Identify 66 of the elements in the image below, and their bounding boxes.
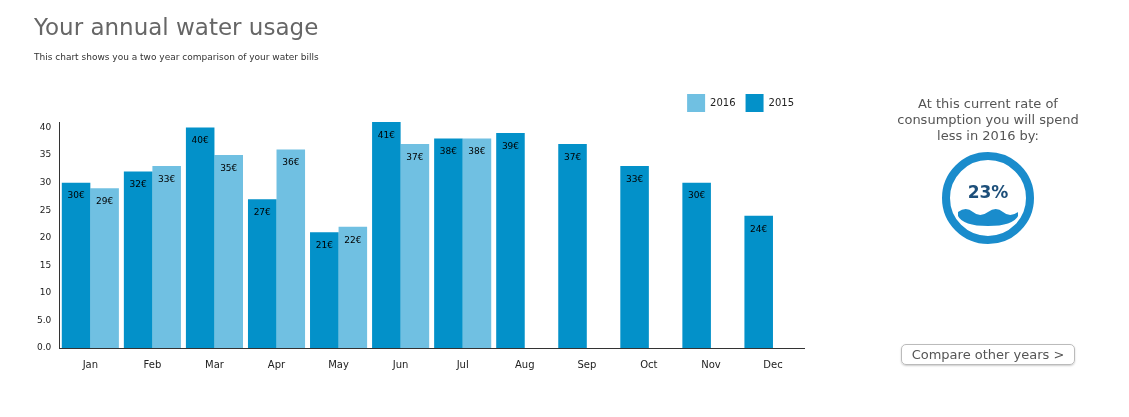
y-tick-label: 5.0 <box>36 314 52 325</box>
x-tick-label: Jul <box>455 358 469 370</box>
bar <box>152 166 181 348</box>
bar <box>682 182 711 348</box>
data-label: 37€ <box>406 151 424 162</box>
bar <box>434 138 463 348</box>
bar <box>372 122 401 348</box>
bar <box>123 171 153 348</box>
data-label: 21€ <box>315 240 334 251</box>
text: Compare other years > <box>900 344 1076 365</box>
x-tick-label: Aug <box>514 358 535 370</box>
data-label: 27€ <box>253 207 272 218</box>
text: At this current rate of consumption you will spend less in 2016 by: <box>896 96 1080 144</box>
bar <box>185 127 215 348</box>
x-tick-label: Dec <box>763 358 783 370</box>
bar <box>558 144 587 348</box>
data-label: 33€ <box>158 173 176 184</box>
data-label: 29€ <box>96 195 114 206</box>
chart-subtitle: This chart shows you a two year comparison of your water bills <box>34 52 320 62</box>
bar <box>310 232 339 348</box>
y-tick-label: 35 <box>39 149 52 160</box>
x-tick-label: Sep <box>577 358 597 370</box>
legend-label: 2016 <box>710 96 736 108</box>
y-tick-label: 15 <box>39 259 52 270</box>
data-label: 22€ <box>344 234 362 245</box>
bar <box>338 226 368 348</box>
x-tick-label: Apr <box>267 358 287 370</box>
text: 23% <box>966 182 1010 202</box>
data-label: 37€ <box>563 151 582 162</box>
legend-label: 2015 <box>768 96 794 108</box>
bar <box>90 188 119 348</box>
x-tick-label: Oct <box>640 358 658 370</box>
data-label: 36€ <box>282 157 300 168</box>
x-tick-label: Nov <box>701 358 721 370</box>
bar <box>61 182 91 348</box>
data-label: 32€ <box>129 179 147 190</box>
data-label: 24€ <box>750 223 768 234</box>
data-label: 40€ <box>191 135 210 146</box>
bar <box>620 166 649 348</box>
y-tick-label: 0.0 <box>36 342 52 353</box>
y-tick-label: 20 <box>39 232 52 243</box>
data-label: 35€ <box>220 162 238 173</box>
data-label: 38€ <box>468 146 486 157</box>
x-tick-label: Feb <box>143 358 162 370</box>
y-tick-label: 10 <box>39 287 52 298</box>
x-tick-label: Mar <box>205 358 225 370</box>
data-label: 30€ <box>67 190 85 201</box>
bar <box>214 155 243 348</box>
data-label: 38€ <box>439 146 458 157</box>
x-tick-label: May <box>328 358 349 370</box>
bar <box>462 138 492 348</box>
data-label: 30€ <box>688 190 706 201</box>
y-tick-label: 40 <box>39 121 52 132</box>
y-tick-label: 25 <box>39 204 52 215</box>
bar <box>400 144 430 348</box>
bar <box>496 133 525 348</box>
chart-title: Your annual water usage <box>34 14 320 40</box>
bar <box>247 199 277 348</box>
data-label: 39€ <box>501 140 520 151</box>
bar <box>276 149 306 348</box>
data-label: 33€ <box>625 173 644 184</box>
bar <box>744 215 773 348</box>
x-tick-label: Jan <box>81 358 99 370</box>
y-tick-label: 30 <box>39 176 52 187</box>
data-label: 41€ <box>377 129 396 140</box>
x-tick-label: Jun <box>391 358 409 370</box>
